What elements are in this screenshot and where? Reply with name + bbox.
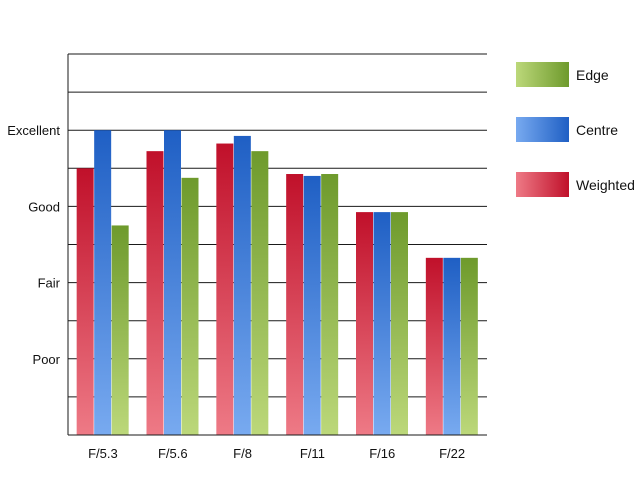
bar-centre-f-11 — [303, 175, 321, 436]
bar-weighted-f-22 — [425, 257, 443, 435]
bar-centre-f-16 — [373, 212, 391, 435]
bar-weighted-f-8 — [216, 143, 234, 435]
axes — [67, 54, 487, 436]
bar-weighted-f-5-3 — [76, 168, 94, 436]
legend-swatch-weighted — [516, 172, 569, 197]
legend-label-centre: Centre — [576, 122, 618, 138]
bar-edge-f-5-6 — [181, 177, 199, 435]
x-tick-label-f-16: F/16 — [369, 446, 395, 461]
bar-edge-f-16 — [391, 212, 408, 435]
bar-weighted-f-16 — [356, 212, 373, 435]
y-tick-label-fair: Fair — [38, 276, 61, 291]
x-tick-label-f-11: F/11 — [300, 446, 325, 461]
bars — [76, 130, 478, 436]
bar-centre-f-22 — [443, 257, 461, 435]
x-tick-label-f-22: F/22 — [439, 446, 465, 461]
legend-label-edge: Edge — [576, 67, 609, 83]
y-tick-label-poor: Poor — [33, 352, 61, 367]
x-tick-label-f-5-6: F/5.6 — [158, 446, 188, 461]
y-tick-labels: Poor Fair Good Excellent — [7, 123, 60, 367]
bar-weighted-f-11 — [286, 174, 304, 435]
legend: Edge Centre Weighted — [516, 62, 635, 197]
legend-swatch-centre — [516, 117, 569, 142]
bar-edge-f-8 — [251, 151, 269, 435]
grid — [68, 53, 487, 398]
x-tick-label-f-5-3: F/5.3 — [88, 446, 118, 461]
legend-swatch-edge — [516, 62, 569, 87]
bar-centre-f-8 — [233, 135, 251, 436]
x-tick-label-f-8: F/8 — [233, 446, 252, 461]
y-tick-label-good: Good — [28, 199, 60, 214]
bar-edge-f-22 — [460, 257, 478, 435]
bar-weighted-f-5-6 — [146, 151, 164, 435]
bar-centre-f-5-6 — [164, 130, 181, 435]
bar-centre-f-5-3 — [94, 130, 112, 435]
bar-edge-f-5-3 — [111, 225, 129, 435]
bar-edge-f-11 — [321, 174, 339, 435]
y-tick-label-excellent: Excellent — [7, 123, 60, 138]
x-tick-labels: F/5.3 F/5.6 F/8 F/11 F/16 F/22 — [88, 446, 465, 461]
legend-label-weighted: Weighted — [576, 177, 635, 193]
